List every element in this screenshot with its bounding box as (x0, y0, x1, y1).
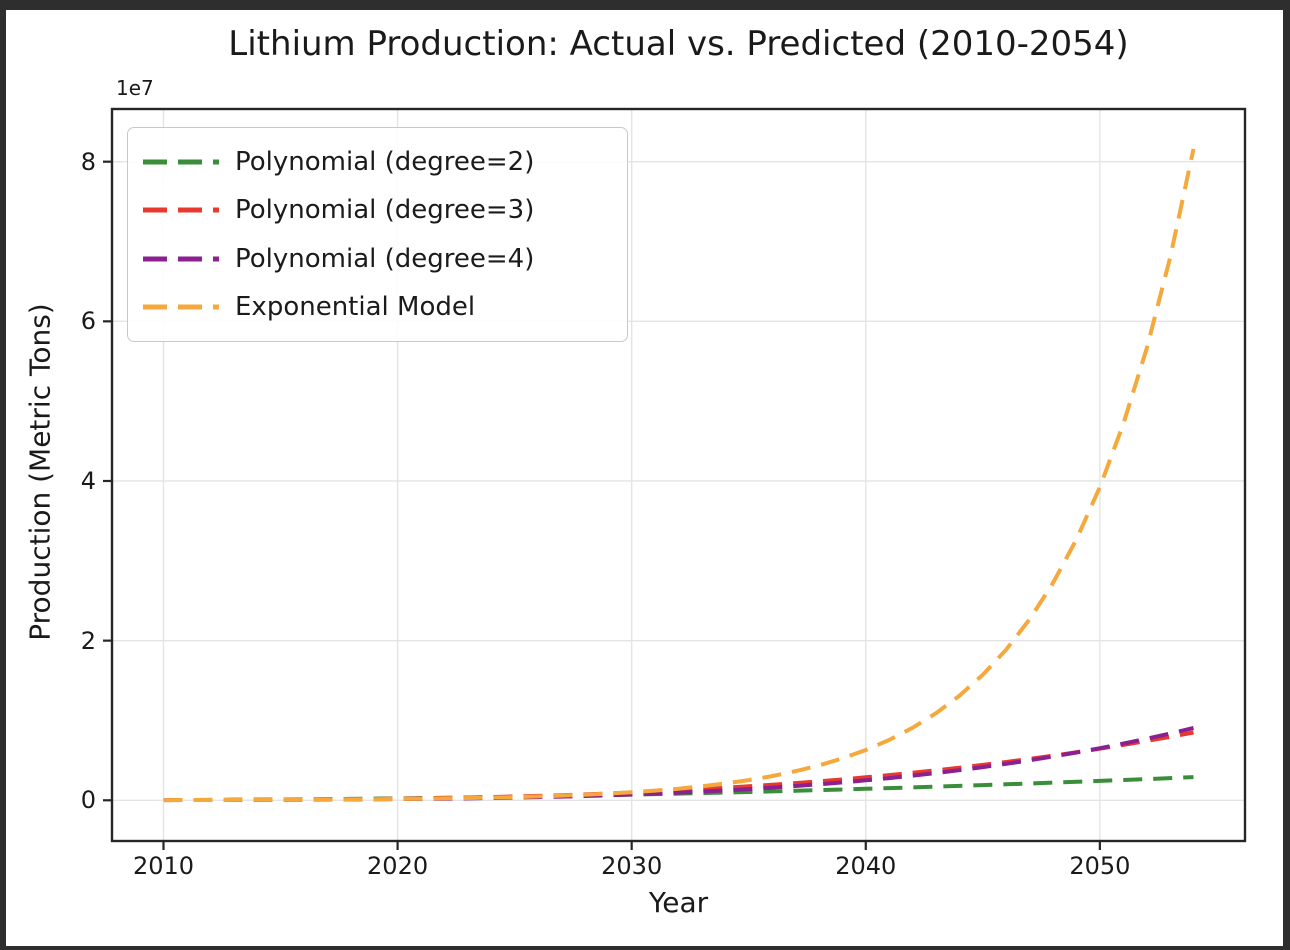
legend-item-polynomial-degree-3: Polynomial (degree=3) (128, 192, 627, 228)
y-tick-label: 8 (80, 147, 96, 176)
y-tick-label: 2 (80, 626, 96, 655)
legend-item-exponential-model: Exponential Model (128, 289, 627, 325)
legend-dash-sample-icon (143, 304, 219, 310)
legend-dash-sample-icon (143, 256, 219, 262)
y-tick-label: 0 (80, 786, 96, 815)
x-tick-label: 2040 (835, 852, 897, 880)
legend-dash-sample-icon (143, 207, 219, 213)
legend-dash-sample-icon (143, 159, 219, 165)
y-tick-label: 4 (80, 466, 96, 495)
legend-item-polynomial-degree-4: Polynomial (degree=4) (128, 241, 627, 277)
legend: Polynomial (degree=2) Polynomial (degree… (127, 127, 628, 342)
x-tick-label: 2010 (132, 852, 195, 880)
x-tick-label: 2030 (601, 852, 663, 880)
legend-label: Polynomial (degree=4) (235, 243, 535, 274)
y-tick-label: 6 (80, 307, 96, 336)
y-axis-offset-label: 1e7 (116, 76, 154, 100)
legend-label: Exponential Model (235, 291, 476, 322)
x-tick-label: 2050 (1069, 852, 1131, 880)
legend-label: Polynomial (degree=2) (235, 147, 535, 178)
legend-label: Polynomial (degree=3) (235, 195, 535, 226)
legend-item-polynomial-degree-2: Polynomial (degree=2) (128, 144, 627, 180)
x-tick-label: 2020 (367, 852, 429, 880)
chart-title: Lithium Production: Actual vs. Predicted… (228, 24, 1129, 64)
x-axis-label: Year (648, 886, 709, 919)
